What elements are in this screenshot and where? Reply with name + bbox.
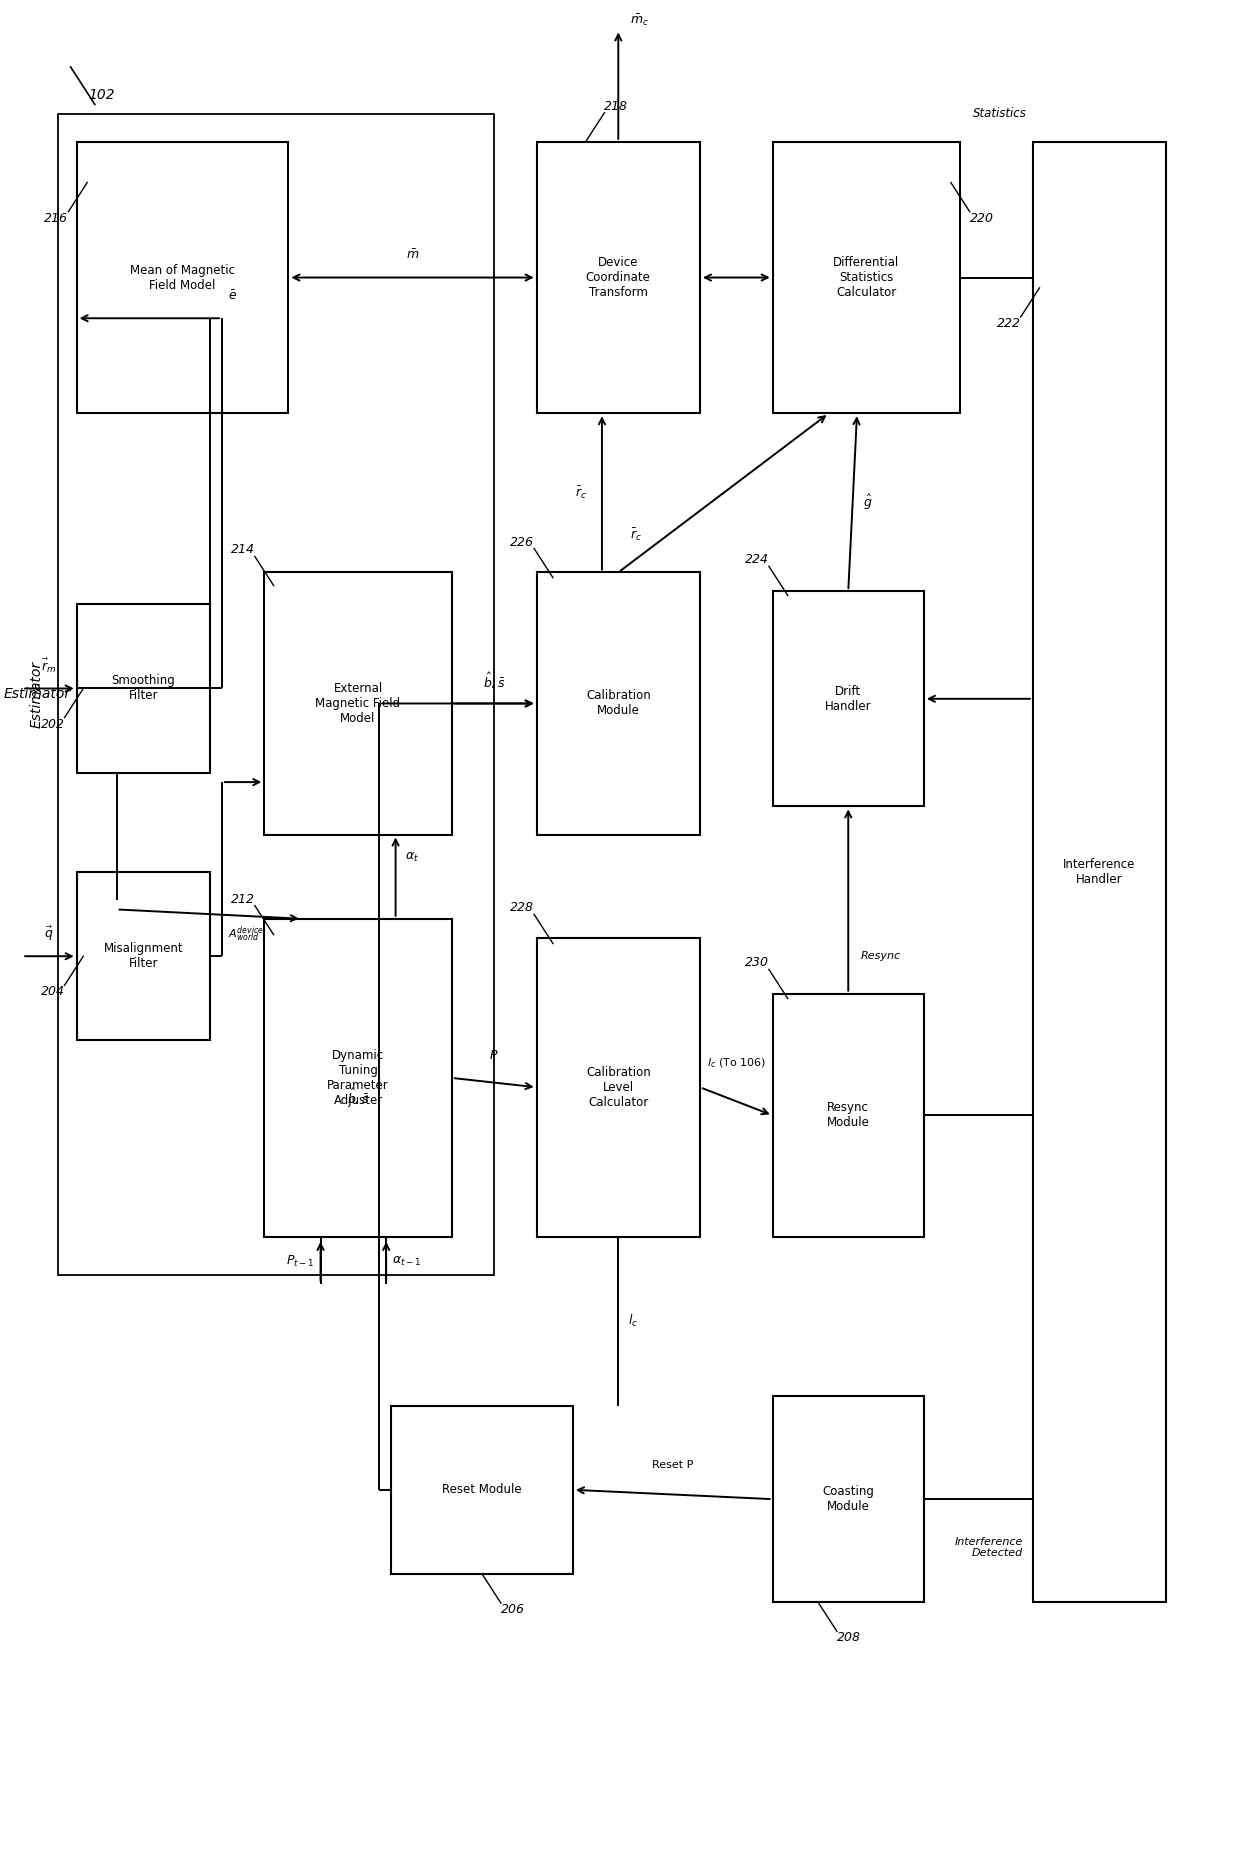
Text: $\bar{m}$: $\bar{m}$ <box>405 248 419 262</box>
Text: $\alpha_t$: $\alpha_t$ <box>405 851 419 864</box>
Text: $\bar{r}_c$: $\bar{r}_c$ <box>630 527 642 544</box>
Text: $\bar{m}_c$: $\bar{m}_c$ <box>630 13 650 28</box>
Text: 206: 206 <box>501 1603 525 1616</box>
Text: Device
Coordinate
Transform: Device Coordinate Transform <box>585 257 651 298</box>
Text: 222: 222 <box>997 317 1021 330</box>
Text: $l_c$ (To 106): $l_c$ (To 106) <box>707 1056 766 1071</box>
Bar <box>537 142 701 413</box>
Text: 218: 218 <box>604 99 629 112</box>
Bar <box>773 994 924 1238</box>
Text: $l_c$: $l_c$ <box>627 1312 639 1329</box>
Text: Coasting
Module: Coasting Module <box>822 1485 874 1513</box>
Text: 102: 102 <box>89 88 115 101</box>
Text: Estimator: Estimator <box>30 660 43 728</box>
Text: Statistics: Statistics <box>973 107 1027 120</box>
Text: $\vec{q}$: $\vec{q}$ <box>45 924 53 943</box>
Text: Calibration
Module: Calibration Module <box>587 690 651 718</box>
Text: Dynamic
Tuning
Parameter
Adjuster: Dynamic Tuning Parameter Adjuster <box>327 1048 389 1106</box>
Bar <box>773 142 960 413</box>
Text: Interference
Detected: Interference Detected <box>955 1538 1023 1558</box>
Text: $P$: $P$ <box>490 1048 498 1061</box>
Text: Drift
Handler: Drift Handler <box>825 684 872 712</box>
Text: 216: 216 <box>45 212 68 225</box>
Text: Interference
Handler: Interference Handler <box>1063 859 1136 887</box>
Text: Resync
Module: Resync Module <box>827 1101 869 1129</box>
Text: Calibration
Level
Calculator: Calibration Level Calculator <box>587 1065 651 1108</box>
Text: 202: 202 <box>41 718 64 731</box>
Text: Misalignment
Filter: Misalignment Filter <box>103 943 184 969</box>
Text: 220: 220 <box>970 212 993 225</box>
Text: Differential
Statistics
Calculator: Differential Statistics Calculator <box>833 257 899 298</box>
Text: $\hat{b}, \bar{s}$: $\hat{b}, \bar{s}$ <box>482 671 506 692</box>
Text: 208: 208 <box>837 1631 861 1644</box>
Bar <box>1033 142 1166 1601</box>
Text: Mean of Magnetic
Field Model: Mean of Magnetic Field Model <box>130 264 236 291</box>
Bar <box>537 938 701 1238</box>
Bar <box>264 572 451 834</box>
Text: 212: 212 <box>231 892 254 906</box>
Text: 228: 228 <box>510 902 534 915</box>
Text: External
Magnetic Field
Model: External Magnetic Field Model <box>315 682 401 726</box>
Bar <box>773 591 924 806</box>
Bar <box>537 572 701 834</box>
Text: Reset P: Reset P <box>652 1461 693 1470</box>
Bar <box>773 1397 924 1601</box>
Bar <box>77 872 210 1041</box>
Text: 204: 204 <box>41 986 64 998</box>
Text: $\hat{b}, \bar{s}$: $\hat{b}, \bar{s}$ <box>347 1088 370 1106</box>
Bar <box>77 142 289 413</box>
Text: Reset Module: Reset Module <box>443 1483 522 1496</box>
Text: Resync: Resync <box>861 951 900 962</box>
Text: 226: 226 <box>510 536 534 549</box>
Text: $\hat{g}$: $\hat{g}$ <box>863 493 872 512</box>
Text: $P_{t-1}$: $P_{t-1}$ <box>286 1254 315 1269</box>
Bar <box>264 919 451 1238</box>
Bar <box>392 1406 573 1573</box>
Text: 214: 214 <box>231 544 254 557</box>
Bar <box>77 604 210 772</box>
Text: Estimator: Estimator <box>4 686 71 701</box>
Text: 224: 224 <box>745 553 769 566</box>
Text: $\bar{r}_c$: $\bar{r}_c$ <box>575 484 588 501</box>
Text: $A^{device}_{world}$: $A^{device}_{world}$ <box>228 924 264 943</box>
Bar <box>58 114 495 1275</box>
Text: $\alpha_{t-1}$: $\alpha_{t-1}$ <box>392 1254 422 1268</box>
Text: $\vec{r}_m$: $\vec{r}_m$ <box>41 656 56 675</box>
Text: $\bar{e}$: $\bar{e}$ <box>228 289 237 302</box>
Text: 230: 230 <box>745 956 769 969</box>
Text: Smoothing
Filter: Smoothing Filter <box>112 675 175 703</box>
